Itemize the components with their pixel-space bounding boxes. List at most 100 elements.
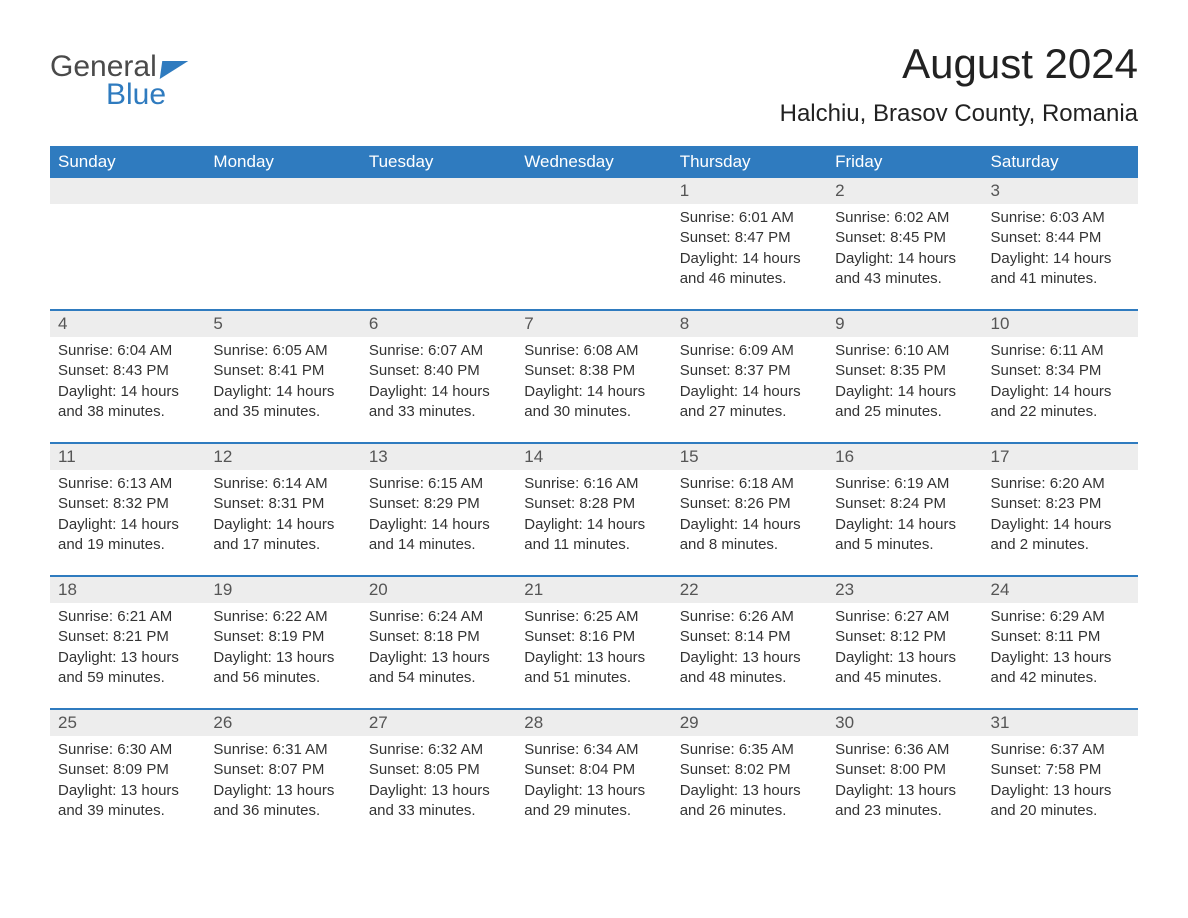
weekday-header: Saturday (983, 146, 1138, 178)
calendar-cell: 7Sunrise: 6:08 AMSunset: 8:38 PMDaylight… (516, 311, 671, 443)
daylight-line: Daylight: 14 hours and 43 minutes. (835, 249, 974, 290)
calendar-cell: 1Sunrise: 6:01 AMSunset: 8:47 PMDaylight… (672, 178, 827, 310)
empty-day-header (516, 178, 671, 204)
calendar-week-row: 4Sunrise: 6:04 AMSunset: 8:43 PMDaylight… (50, 311, 1138, 443)
calendar-cell: 12Sunrise: 6:14 AMSunset: 8:31 PMDayligh… (205, 444, 360, 576)
day-number: 31 (983, 710, 1138, 736)
sunset-line: Sunset: 8:18 PM (369, 627, 508, 647)
daylight-line: Daylight: 14 hours and 27 minutes. (680, 382, 819, 423)
calendar-cell: 22Sunrise: 6:26 AMSunset: 8:14 PMDayligh… (672, 577, 827, 709)
weekday-header-row: SundayMondayTuesdayWednesdayThursdayFrid… (50, 146, 1138, 178)
sunset-line: Sunset: 8:24 PM (835, 494, 974, 514)
day-details: Sunrise: 6:29 AMSunset: 8:11 PMDaylight:… (983, 603, 1138, 696)
sunrise-line: Sunrise: 6:10 AM (835, 341, 974, 361)
day-details: Sunrise: 6:18 AMSunset: 8:26 PMDaylight:… (672, 470, 827, 563)
sunrise-line: Sunrise: 6:09 AM (680, 341, 819, 361)
daylight-line: Daylight: 14 hours and 41 minutes. (991, 249, 1130, 290)
calendar-cell: 15Sunrise: 6:18 AMSunset: 8:26 PMDayligh… (672, 444, 827, 576)
sunrise-line: Sunrise: 6:34 AM (524, 740, 663, 760)
day-details: Sunrise: 6:32 AMSunset: 8:05 PMDaylight:… (361, 736, 516, 829)
sunset-line: Sunset: 8:40 PM (369, 361, 508, 381)
sunset-line: Sunset: 8:31 PM (213, 494, 352, 514)
day-number: 4 (50, 311, 205, 337)
sunset-line: Sunset: 8:11 PM (991, 627, 1130, 647)
day-number: 19 (205, 577, 360, 603)
day-details: Sunrise: 6:27 AMSunset: 8:12 PMDaylight:… (827, 603, 982, 696)
calendar-cell: 6Sunrise: 6:07 AMSunset: 8:40 PMDaylight… (361, 311, 516, 443)
daylight-line: Daylight: 13 hours and 42 minutes. (991, 648, 1130, 689)
day-details: Sunrise: 6:13 AMSunset: 8:32 PMDaylight:… (50, 470, 205, 563)
sunset-line: Sunset: 8:29 PM (369, 494, 508, 514)
calendar-cell: 30Sunrise: 6:36 AMSunset: 8:00 PMDayligh… (827, 710, 982, 842)
day-details: Sunrise: 6:14 AMSunset: 8:31 PMDaylight:… (205, 470, 360, 563)
day-number: 23 (827, 577, 982, 603)
daylight-line: Daylight: 14 hours and 14 minutes. (369, 515, 508, 556)
calendar-cell: 8Sunrise: 6:09 AMSunset: 8:37 PMDaylight… (672, 311, 827, 443)
daylight-line: Daylight: 14 hours and 25 minutes. (835, 382, 974, 423)
calendar-cell: 27Sunrise: 6:32 AMSunset: 8:05 PMDayligh… (361, 710, 516, 842)
sunrise-line: Sunrise: 6:27 AM (835, 607, 974, 627)
sunrise-line: Sunrise: 6:20 AM (991, 474, 1130, 494)
title-block: August 2024 Halchiu, Brasov County, Roma… (780, 40, 1138, 128)
calendar-cell: 11Sunrise: 6:13 AMSunset: 8:32 PMDayligh… (50, 444, 205, 576)
daylight-line: Daylight: 14 hours and 2 minutes. (991, 515, 1130, 556)
day-details: Sunrise: 6:31 AMSunset: 8:07 PMDaylight:… (205, 736, 360, 829)
day-details: Sunrise: 6:11 AMSunset: 8:34 PMDaylight:… (983, 337, 1138, 430)
day-number: 22 (672, 577, 827, 603)
sunset-line: Sunset: 8:19 PM (213, 627, 352, 647)
calendar-cell: 26Sunrise: 6:31 AMSunset: 8:07 PMDayligh… (205, 710, 360, 842)
daylight-line: Daylight: 14 hours and 11 minutes. (524, 515, 663, 556)
day-number: 30 (827, 710, 982, 736)
day-details: Sunrise: 6:36 AMSunset: 8:00 PMDaylight:… (827, 736, 982, 829)
empty-day-header (205, 178, 360, 204)
day-details: Sunrise: 6:20 AMSunset: 8:23 PMDaylight:… (983, 470, 1138, 563)
day-number: 29 (672, 710, 827, 736)
day-details: Sunrise: 6:03 AMSunset: 8:44 PMDaylight:… (983, 204, 1138, 297)
day-number: 5 (205, 311, 360, 337)
day-number: 15 (672, 444, 827, 470)
calendar-week-row: 18Sunrise: 6:21 AMSunset: 8:21 PMDayligh… (50, 577, 1138, 709)
sunset-line: Sunset: 8:09 PM (58, 760, 197, 780)
day-number: 24 (983, 577, 1138, 603)
logo-text-blue: Blue (106, 78, 166, 112)
sunset-line: Sunset: 8:38 PM (524, 361, 663, 381)
empty-day-header (361, 178, 516, 204)
day-number: 16 (827, 444, 982, 470)
daylight-line: Daylight: 13 hours and 26 minutes. (680, 781, 819, 822)
brand-logo: General Blue (50, 50, 187, 112)
sunset-line: Sunset: 8:23 PM (991, 494, 1130, 514)
day-number: 3 (983, 178, 1138, 204)
calendar-cell: 13Sunrise: 6:15 AMSunset: 8:29 PMDayligh… (361, 444, 516, 576)
calendar-table: SundayMondayTuesdayWednesdayThursdayFrid… (50, 146, 1138, 842)
daylight-line: Daylight: 14 hours and 19 minutes. (58, 515, 197, 556)
daylight-line: Daylight: 13 hours and 56 minutes. (213, 648, 352, 689)
day-details: Sunrise: 6:16 AMSunset: 8:28 PMDaylight:… (516, 470, 671, 563)
sunset-line: Sunset: 8:21 PM (58, 627, 197, 647)
sunrise-line: Sunrise: 6:05 AM (213, 341, 352, 361)
sunrise-line: Sunrise: 6:30 AM (58, 740, 197, 760)
day-number: 10 (983, 311, 1138, 337)
daylight-line: Daylight: 14 hours and 38 minutes. (58, 382, 197, 423)
daylight-line: Daylight: 14 hours and 22 minutes. (991, 382, 1130, 423)
sunrise-line: Sunrise: 6:16 AM (524, 474, 663, 494)
sunrise-line: Sunrise: 6:03 AM (991, 208, 1130, 228)
day-number: 26 (205, 710, 360, 736)
calendar-cell: 14Sunrise: 6:16 AMSunset: 8:28 PMDayligh… (516, 444, 671, 576)
sunset-line: Sunset: 8:44 PM (991, 228, 1130, 248)
sunrise-line: Sunrise: 6:37 AM (991, 740, 1130, 760)
daylight-line: Daylight: 13 hours and 45 minutes. (835, 648, 974, 689)
day-details: Sunrise: 6:25 AMSunset: 8:16 PMDaylight:… (516, 603, 671, 696)
sunrise-line: Sunrise: 6:07 AM (369, 341, 508, 361)
calendar-cell: 28Sunrise: 6:34 AMSunset: 8:04 PMDayligh… (516, 710, 671, 842)
sunset-line: Sunset: 8:32 PM (58, 494, 197, 514)
day-details: Sunrise: 6:15 AMSunset: 8:29 PMDaylight:… (361, 470, 516, 563)
calendar-cell (50, 178, 205, 310)
daylight-line: Daylight: 14 hours and 30 minutes. (524, 382, 663, 423)
sunset-line: Sunset: 8:28 PM (524, 494, 663, 514)
calendar-cell: 17Sunrise: 6:20 AMSunset: 8:23 PMDayligh… (983, 444, 1138, 576)
day-number: 7 (516, 311, 671, 337)
sunrise-line: Sunrise: 6:31 AM (213, 740, 352, 760)
calendar-week-row: 1Sunrise: 6:01 AMSunset: 8:47 PMDaylight… (50, 178, 1138, 310)
day-details: Sunrise: 6:21 AMSunset: 8:21 PMDaylight:… (50, 603, 205, 696)
sunrise-line: Sunrise: 6:35 AM (680, 740, 819, 760)
